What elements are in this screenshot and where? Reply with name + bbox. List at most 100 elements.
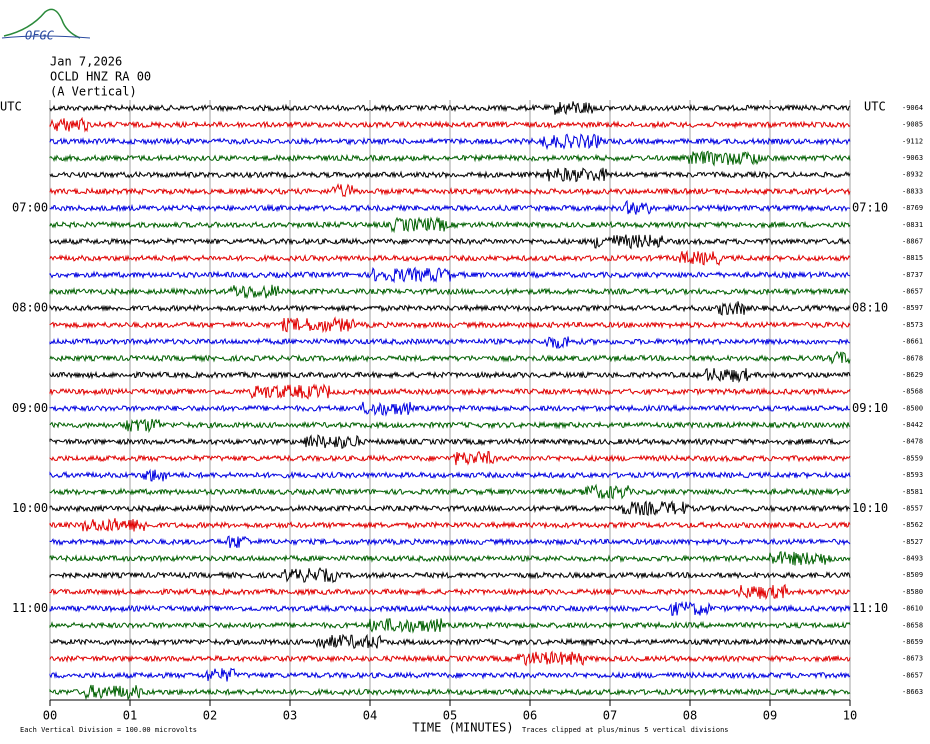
component: (A Vertical) [50, 85, 137, 99]
row-mean: -8737 [902, 271, 923, 279]
row-mean: -8478 [902, 438, 923, 446]
trace [49, 600, 851, 616]
x-tick-label: 02 [203, 709, 217, 723]
trace [49, 401, 850, 417]
x-tick-label: 09 [763, 709, 777, 723]
logo-curve [3, 8, 81, 39]
row-mean: -8493 [902, 555, 923, 563]
trace [49, 216, 851, 234]
x-tick-label: 10 [843, 709, 857, 723]
row-mean: -8657 [902, 288, 923, 296]
trace [49, 133, 851, 151]
row-mean: -8562 [902, 521, 923, 529]
x-tick-label: 00 [43, 709, 57, 723]
row-mean: -8568 [902, 388, 923, 396]
trace [49, 633, 851, 649]
row-mean: -8932 [902, 171, 923, 179]
left-zone: UTC [0, 100, 22, 114]
trace [49, 368, 851, 384]
row-mean: -8833 [902, 187, 923, 195]
left-time: 07:00 [12, 201, 48, 215]
row-mean: -8659 [902, 638, 923, 646]
trace [49, 101, 851, 116]
row-mean: -9063 [902, 154, 923, 162]
row-mean: -8610 [902, 605, 923, 613]
logo-text: OFGC [25, 29, 55, 43]
trace [49, 182, 851, 198]
row-mean: -8559 [902, 454, 923, 462]
right-time: 09:10 [852, 401, 888, 415]
row-mean: -8867 [902, 237, 923, 245]
row-mean: -9085 [902, 121, 923, 129]
right-time: 10:10 [852, 501, 888, 515]
trace [49, 583, 851, 601]
trace [49, 468, 851, 482]
trace [49, 667, 851, 682]
row-mean: -8597 [902, 304, 923, 312]
right-time: 08:10 [852, 301, 888, 315]
row-mean: -8593 [902, 471, 923, 479]
row-mean: -8769 [902, 204, 923, 212]
row-mean: -8815 [902, 254, 923, 262]
row-mean: -8581 [902, 488, 923, 496]
logo-line [1, 35, 91, 39]
row-mean: -8580 [902, 588, 923, 596]
right-time: 07:10 [852, 201, 888, 215]
left-time: 11:00 [12, 601, 48, 615]
right-zone: UTC [864, 100, 886, 114]
row-mean: -9064 [902, 104, 923, 112]
trace [49, 249, 851, 267]
row-mean: -8442 [902, 421, 923, 429]
footer-scale: Each Vertical Division = 100.00 microvol… [20, 726, 197, 734]
logo: OFGC [1, 8, 91, 43]
trace [49, 350, 851, 365]
x-tick-label: 05 [443, 709, 457, 723]
x-tick-label: 06 [523, 709, 537, 723]
row-mean: -0831 [902, 221, 923, 229]
row-mean: -8673 [902, 655, 923, 663]
trace [49, 150, 851, 167]
row-mean: -8527 [902, 538, 923, 546]
trace [49, 535, 851, 549]
trace [49, 483, 851, 500]
station: OCLD HNZ RA 00 [50, 70, 151, 84]
trace [49, 199, 851, 215]
x-tick-label: 04 [363, 709, 377, 723]
trace [49, 116, 851, 133]
row-mean: -8658 [902, 621, 923, 629]
left-time: 08:00 [12, 301, 48, 315]
row-mean: -8500 [902, 404, 923, 412]
trace [49, 450, 851, 466]
trace [49, 650, 851, 667]
row-mean: -8557 [902, 504, 923, 512]
x-tick-label: 03 [283, 709, 297, 723]
x-tick-label: 07 [603, 709, 617, 723]
clip-note: Traces clipped at plus/minus 5 vertical … [522, 726, 729, 734]
trace [49, 684, 851, 701]
trace [49, 284, 851, 300]
trace [49, 383, 851, 400]
trace [49, 418, 851, 434]
trace [49, 567, 851, 584]
trace [49, 434, 851, 449]
left-time: 10:00 [12, 501, 48, 515]
left-time: 09:00 [12, 401, 48, 415]
row-mean: -8661 [902, 338, 923, 346]
trace [49, 551, 851, 566]
trace [49, 316, 851, 334]
row-mean: -8509 [902, 571, 923, 579]
row-mean: -8657 [902, 671, 923, 679]
trace [49, 518, 851, 532]
trace [49, 500, 851, 517]
x-tick-label: 01 [123, 709, 137, 723]
trace [49, 234, 851, 250]
trace [49, 618, 851, 634]
row-mean: -8629 [902, 371, 923, 379]
axis-title: TIME (MINUTES) [412, 721, 513, 735]
row-mean: -9112 [902, 137, 923, 145]
row-mean: -8663 [902, 688, 923, 696]
trace [49, 336, 851, 349]
trace [49, 301, 851, 316]
row-mean: -8573 [902, 321, 923, 329]
